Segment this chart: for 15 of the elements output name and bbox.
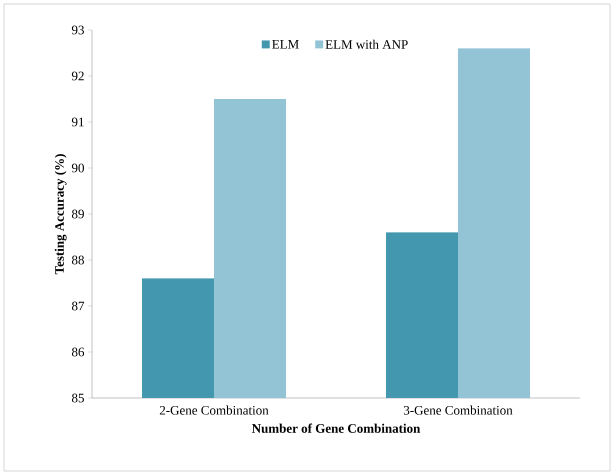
x-tick-label: 2-Gene Combination	[160, 406, 269, 415]
y-axis-title: Testing Accuracy (%)	[54, 154, 67, 274]
y-tick-label: 90	[72, 164, 84, 172]
x-tick-label: 3-Gene Combination	[404, 406, 513, 415]
legend-label: ELM with ANP	[326, 40, 408, 49]
legend-label: ELM	[272, 40, 299, 48]
y-tick-label: 88	[72, 256, 84, 264]
y-tick-label: 92	[72, 72, 84, 80]
y-tick-label: 93	[72, 26, 84, 34]
y-tick-label: 86	[72, 348, 84, 356]
y-tick-label: 85	[72, 394, 84, 402]
x-axis-title: Number of Gene Combination	[252, 424, 420, 433]
y-tick-label: 91	[72, 118, 84, 126]
y-tick-label: 89	[72, 210, 84, 218]
y-tick-label: 87	[72, 302, 84, 310]
